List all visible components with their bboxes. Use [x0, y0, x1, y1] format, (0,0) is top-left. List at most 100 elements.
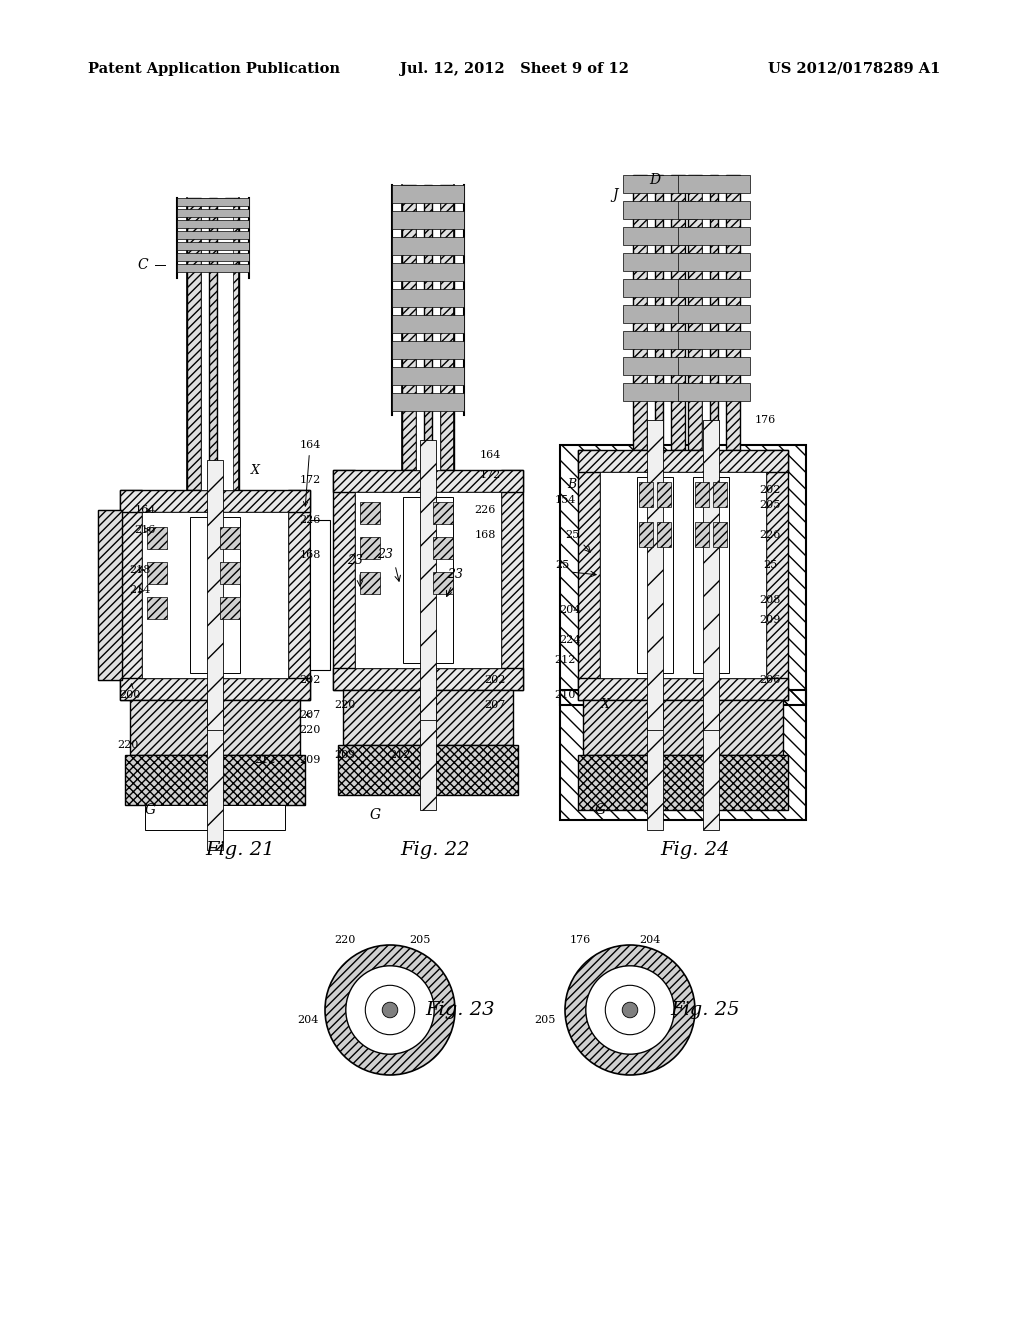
Bar [201, 198, 217, 490]
Bar [343, 690, 513, 744]
Text: 207: 207 [299, 710, 321, 719]
Text: 168: 168 [299, 550, 321, 560]
Text: 205: 205 [760, 500, 780, 510]
Text: 212: 212 [254, 755, 275, 766]
Bar [678, 331, 750, 348]
Bar [177, 264, 249, 272]
Bar [695, 482, 709, 507]
Text: Fig. 22: Fig. 22 [400, 841, 470, 859]
Text: 164: 164 [479, 450, 501, 459]
Bar [623, 305, 695, 323]
Bar [177, 220, 249, 228]
Bar [98, 510, 122, 680]
Text: 202: 202 [299, 675, 321, 685]
Text: X: X [251, 463, 259, 477]
Text: 212: 212 [389, 750, 411, 760]
Bar [688, 176, 702, 450]
Text: 207: 207 [484, 700, 506, 710]
Bar [288, 490, 310, 700]
Bar [657, 482, 671, 507]
Bar [433, 537, 453, 558]
Bar [187, 198, 201, 490]
Bar [623, 331, 695, 348]
Bar [726, 176, 740, 450]
Bar [702, 176, 710, 450]
Text: 209: 209 [299, 755, 321, 766]
Text: 209: 209 [334, 750, 355, 760]
Bar [678, 253, 750, 271]
Bar [578, 450, 600, 700]
Text: US 2012/0178289 A1: US 2012/0178289 A1 [768, 62, 940, 77]
Text: 226: 226 [474, 506, 496, 515]
Bar [130, 700, 300, 755]
Text: Fig. 23: Fig. 23 [425, 1001, 495, 1019]
Bar [360, 502, 380, 524]
Text: 202: 202 [484, 675, 506, 685]
Bar [360, 572, 380, 594]
Text: 164: 164 [134, 506, 156, 515]
Bar [355, 492, 501, 668]
Bar [392, 393, 464, 411]
Bar [623, 227, 695, 246]
Text: 23: 23 [377, 549, 393, 561]
Bar [693, 477, 729, 673]
Bar [678, 176, 750, 193]
Bar [713, 521, 727, 546]
Bar [125, 755, 305, 805]
Bar [440, 185, 454, 470]
Text: Fig. 21: Fig. 21 [205, 841, 274, 859]
Text: 176: 176 [755, 414, 775, 425]
Bar [403, 498, 453, 663]
Text: G: G [144, 803, 156, 817]
Text: Jul. 12, 2012   Sheet 9 of 12: Jul. 12, 2012 Sheet 9 of 12 [400, 62, 629, 77]
Bar [177, 231, 249, 239]
Bar [392, 211, 464, 228]
Bar [678, 201, 750, 219]
Text: B: B [567, 479, 577, 491]
Bar [433, 502, 453, 524]
Bar [433, 572, 453, 594]
Bar [338, 744, 518, 795]
Text: X: X [600, 698, 609, 711]
Bar [147, 527, 167, 549]
Circle shape [605, 985, 654, 1035]
Bar [120, 490, 310, 512]
Text: 218: 218 [129, 565, 151, 576]
Bar [424, 185, 432, 470]
Text: 220: 220 [334, 700, 355, 710]
Bar [402, 185, 416, 470]
Text: 205: 205 [410, 935, 431, 945]
Text: 220: 220 [118, 741, 138, 750]
Text: D: D [649, 173, 660, 187]
Text: 224: 224 [559, 635, 581, 645]
Bar [703, 700, 719, 830]
Circle shape [586, 966, 674, 1055]
Bar [207, 700, 223, 850]
Bar [560, 690, 806, 820]
Text: 226: 226 [299, 515, 321, 525]
Bar [142, 512, 288, 678]
Bar [710, 176, 718, 450]
Bar [392, 341, 464, 359]
Bar [120, 490, 142, 700]
Text: G: G [370, 808, 381, 822]
Bar [220, 562, 240, 583]
Bar [217, 198, 233, 490]
Bar [678, 227, 750, 246]
Bar [177, 209, 249, 216]
Bar [713, 482, 727, 507]
Bar [420, 440, 436, 719]
Bar [416, 185, 424, 470]
Bar [623, 253, 695, 271]
Text: 226: 226 [760, 531, 780, 540]
Bar [392, 367, 464, 385]
Circle shape [325, 945, 455, 1074]
Text: 154: 154 [554, 495, 575, 506]
Bar [392, 263, 464, 281]
Bar [703, 420, 719, 730]
Text: 200: 200 [120, 684, 140, 700]
Bar [333, 668, 523, 690]
Text: 164: 164 [299, 440, 321, 506]
Text: 210: 210 [554, 690, 575, 700]
Text: C: C [137, 257, 148, 272]
